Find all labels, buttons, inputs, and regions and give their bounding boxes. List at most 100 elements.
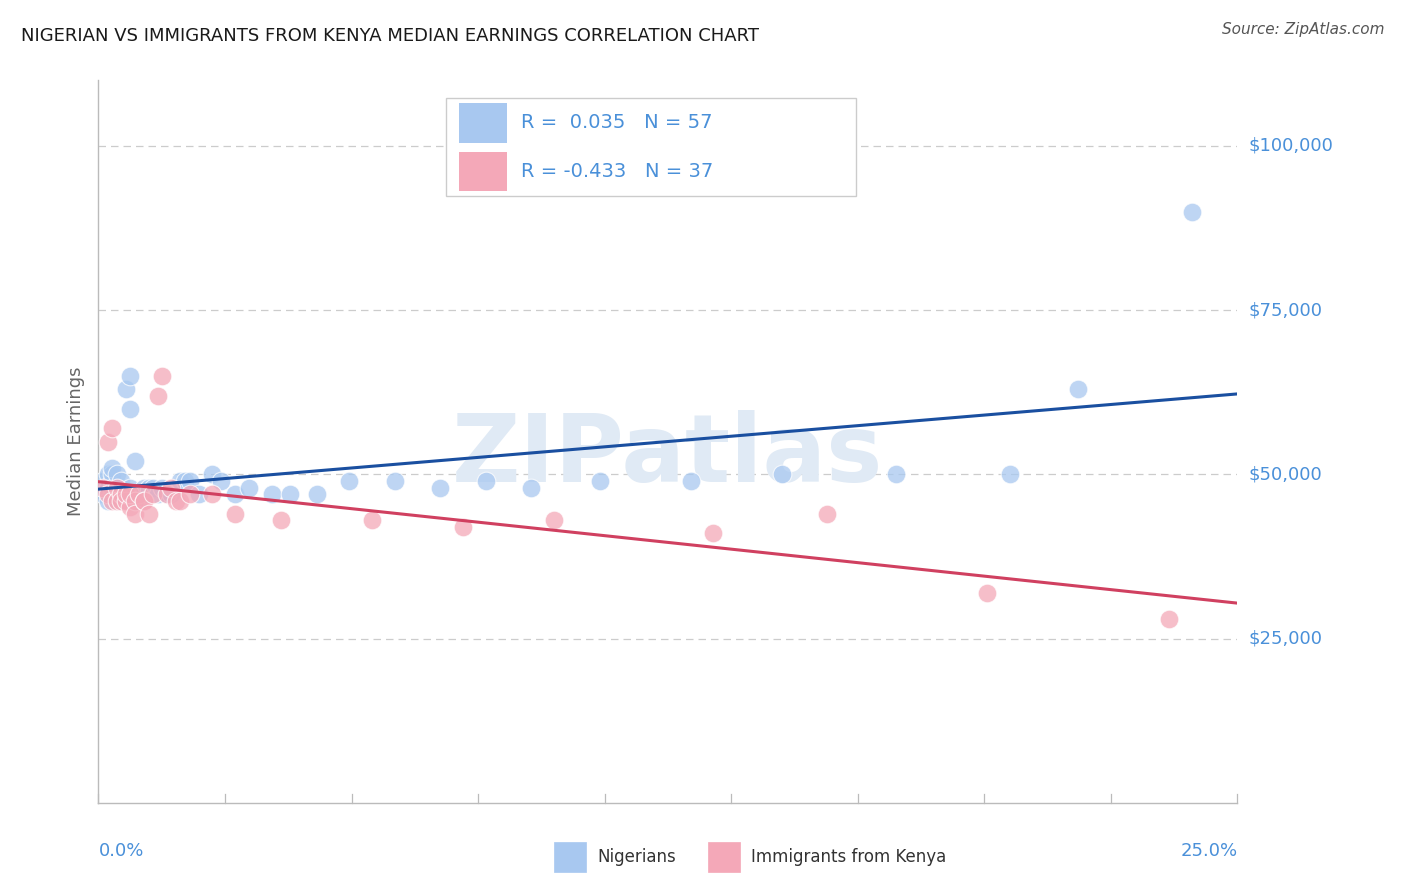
Point (150, 481, 173, 495)
Point (337, 474, 360, 488)
Point (120, 401, 142, 416)
Point (124, 454, 146, 468)
Point (169, 493, 191, 508)
Text: $25,000: $25,000 (1249, 630, 1323, 648)
Point (110, 487, 132, 501)
Point (187, 487, 209, 501)
FancyBboxPatch shape (460, 103, 508, 143)
Point (998, 467, 1021, 482)
Point (105, 481, 128, 495)
Text: $50,000: $50,000 (1249, 466, 1322, 483)
Point (278, 487, 301, 501)
Point (124, 487, 146, 501)
Point (588, 474, 610, 488)
Point (114, 487, 136, 501)
Point (165, 493, 187, 508)
Point (128, 487, 150, 501)
Point (114, 487, 136, 501)
FancyBboxPatch shape (446, 98, 856, 196)
Point (110, 487, 132, 501)
Point (114, 493, 136, 508)
Text: $75,000: $75,000 (1249, 301, 1323, 319)
Point (260, 487, 283, 501)
Point (101, 460, 124, 475)
Text: Nigerians: Nigerians (598, 848, 676, 866)
Point (238, 481, 260, 495)
Text: $100,000: $100,000 (1249, 137, 1333, 155)
Point (105, 493, 128, 508)
Point (105, 493, 128, 508)
Point (96, 467, 118, 482)
Point (384, 474, 406, 488)
Point (770, 467, 793, 482)
Point (1157, 612, 1180, 626)
Point (132, 481, 155, 495)
FancyBboxPatch shape (707, 842, 740, 872)
FancyBboxPatch shape (554, 842, 586, 872)
Point (96, 493, 118, 508)
Point (142, 481, 165, 495)
Point (307, 487, 329, 501)
Point (128, 493, 150, 508)
Point (101, 421, 124, 435)
Point (110, 493, 132, 508)
Point (1067, 382, 1090, 396)
Point (156, 487, 179, 501)
Text: Source: ZipAtlas.com: Source: ZipAtlas.com (1222, 22, 1385, 37)
Point (132, 487, 155, 501)
Point (474, 474, 496, 488)
Point (120, 500, 142, 515)
Point (224, 507, 246, 521)
Point (884, 467, 907, 482)
Point (120, 368, 142, 383)
Point (110, 493, 132, 508)
Point (209, 474, 232, 488)
Point (91, 481, 114, 495)
Point (120, 487, 142, 501)
Point (702, 526, 724, 541)
Point (429, 481, 451, 495)
Point (114, 382, 136, 396)
Text: R = -0.433   N = 37: R = -0.433 N = 37 (522, 162, 713, 181)
Point (160, 487, 183, 501)
Point (124, 493, 146, 508)
Point (101, 481, 124, 495)
Text: Immigrants from Kenya: Immigrants from Kenya (751, 848, 946, 866)
Text: 0.0%: 0.0% (98, 842, 143, 860)
Point (146, 388, 169, 402)
Point (101, 467, 124, 482)
Point (201, 487, 224, 501)
Point (142, 487, 165, 501)
Point (110, 474, 132, 488)
Point (179, 474, 201, 488)
Point (128, 487, 150, 501)
Point (138, 481, 160, 495)
Point (96, 481, 118, 495)
Point (101, 493, 124, 508)
Text: ZIPatlas: ZIPatlas (453, 410, 883, 502)
Point (105, 487, 128, 501)
Point (1181, 204, 1204, 219)
Point (360, 513, 382, 527)
Point (451, 520, 474, 534)
Point (120, 481, 142, 495)
Point (543, 513, 565, 527)
FancyBboxPatch shape (460, 152, 508, 192)
Point (138, 507, 160, 521)
Point (815, 507, 838, 521)
Point (679, 474, 702, 488)
Point (156, 487, 179, 501)
Point (101, 474, 124, 488)
Point (976, 585, 998, 599)
Y-axis label: Median Earnings: Median Earnings (66, 367, 84, 516)
Point (150, 368, 173, 383)
Point (146, 487, 169, 501)
Point (105, 467, 128, 482)
Point (160, 481, 183, 495)
Point (132, 493, 155, 508)
Point (132, 493, 155, 508)
Point (96, 434, 118, 449)
Point (96, 487, 118, 501)
Point (91, 487, 114, 501)
Point (224, 487, 246, 501)
